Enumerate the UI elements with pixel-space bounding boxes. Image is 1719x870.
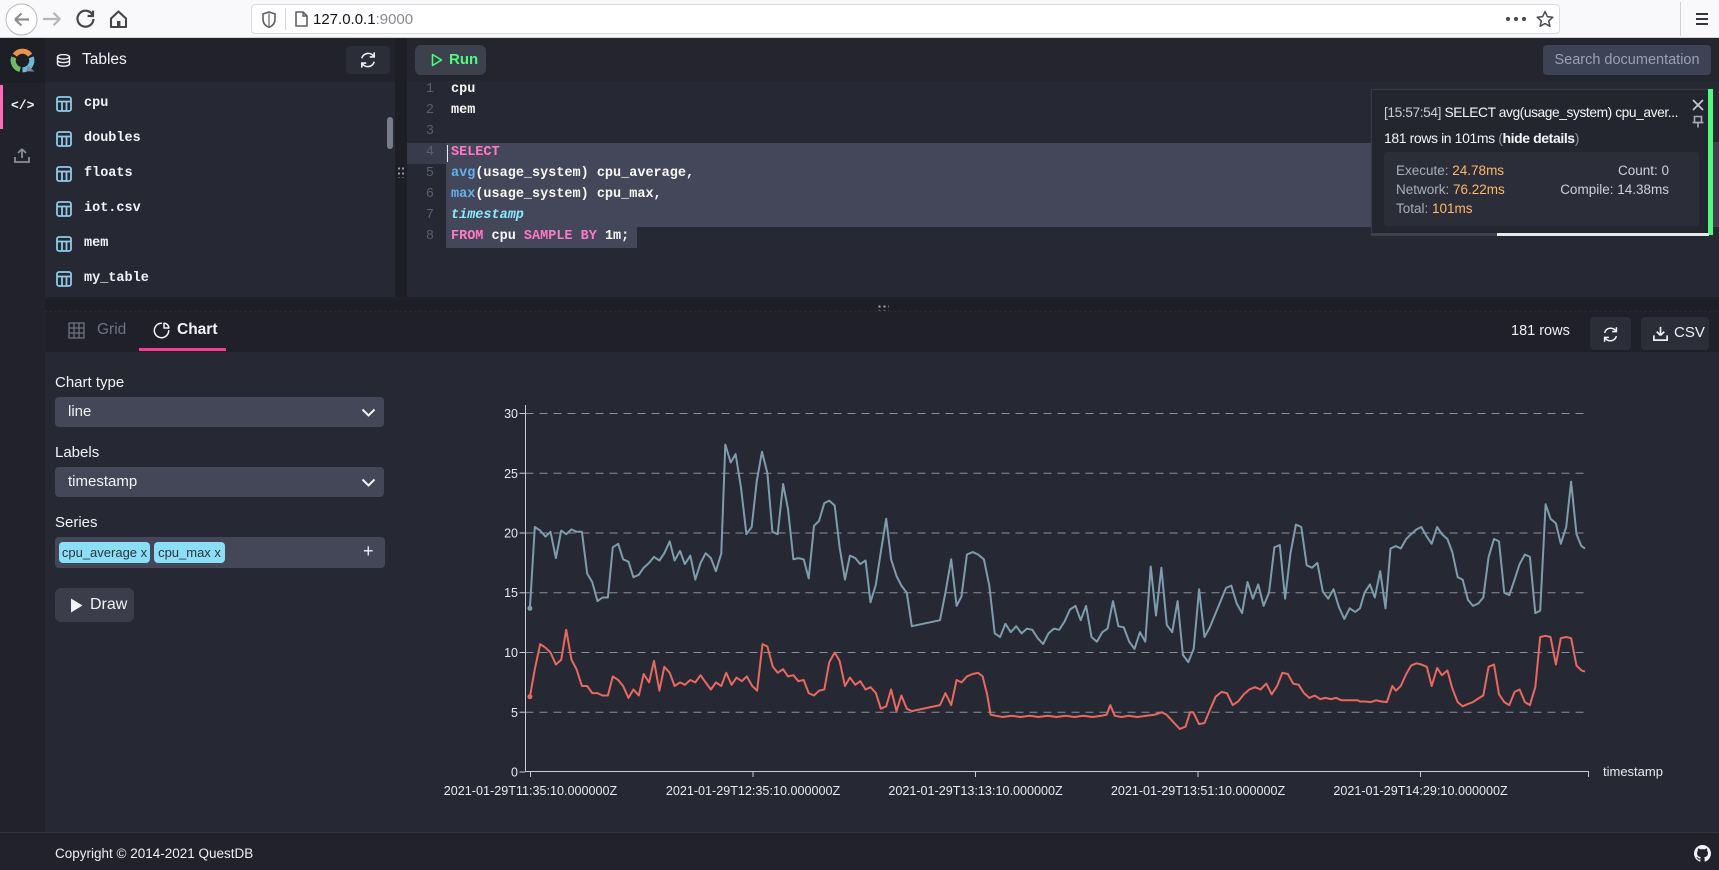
svg-text:2021-01-29T13:51:10.000000Z: 2021-01-29T13:51:10.000000Z xyxy=(1111,784,1286,798)
svg-text:timestamp: timestamp xyxy=(1603,764,1663,779)
svg-text:2021-01-29T14:29:10.000000Z: 2021-01-29T14:29:10.000000Z xyxy=(1333,784,1508,798)
svg-text:2021-01-29T11:35:10.000000Z: 2021-01-29T11:35:10.000000Z xyxy=(444,784,618,798)
svg-text:20: 20 xyxy=(504,527,518,541)
svg-text:2021-01-29T13:13:10.000000Z: 2021-01-29T13:13:10.000000Z xyxy=(888,784,1063,798)
svg-text:30: 30 xyxy=(504,407,518,421)
svg-text:0: 0 xyxy=(511,766,518,780)
svg-text:2021-01-29T12:35:10.000000Z: 2021-01-29T12:35:10.000000Z xyxy=(666,784,841,798)
svg-text:25: 25 xyxy=(504,467,518,481)
svg-text:5: 5 xyxy=(511,706,518,720)
svg-text:10: 10 xyxy=(504,646,518,660)
svg-text:15: 15 xyxy=(504,586,518,600)
